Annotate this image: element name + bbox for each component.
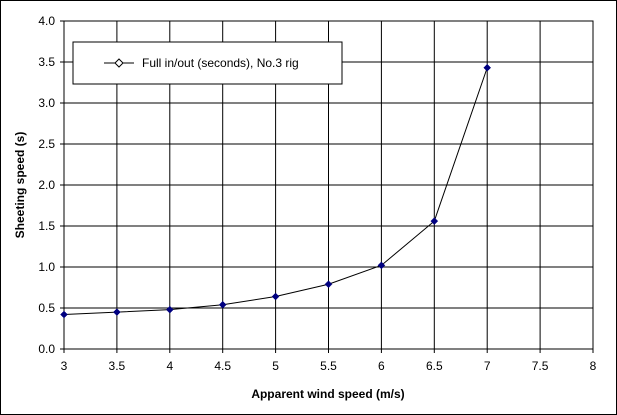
y-tick-label: 0.5	[38, 301, 55, 315]
y-tick-label: 0.0	[38, 342, 55, 356]
y-tick-label: 3.0	[38, 96, 55, 110]
y-tick-label: 3.5	[38, 55, 55, 69]
data-point-marker	[483, 63, 492, 72]
data-point-marker	[218, 300, 227, 309]
series-group	[60, 63, 492, 319]
y-tick-label: 2.5	[38, 137, 55, 151]
x-axis-ticks: 3 3.5 4 4.5 5 5.5 6 6.5 7 7.5 8	[61, 349, 597, 373]
y-axis-ticks: 0.0 0.5 1.0 1.5 2.0 2.5 3.0 3.5 4.0	[38, 14, 64, 356]
data-point-marker	[60, 310, 68, 319]
data-point-marker	[377, 261, 386, 270]
x-tick-label: 8	[590, 359, 597, 373]
x-tick-label: 7	[484, 359, 491, 373]
x-tick-label: 4.5	[214, 359, 231, 373]
data-point-marker	[430, 217, 439, 225]
x-tick-label: 7.5	[532, 359, 549, 373]
legend: Full in/out (seconds), No.3 rig	[72, 41, 343, 85]
x-tick-label: 3	[61, 359, 68, 373]
data-point-marker	[113, 308, 121, 316]
y-axis-label: Sheeting speed (s)	[13, 132, 27, 239]
y-tick-label: 1.0	[38, 260, 55, 274]
data-point-marker	[165, 305, 174, 314]
legend-label: Full in/out (seconds), No.3 rig	[142, 56, 299, 70]
x-tick-label: 6	[378, 359, 385, 373]
data-point-marker	[324, 280, 333, 289]
x-tick-label: 4	[166, 359, 173, 373]
x-tick-label: 5	[272, 359, 279, 373]
x-tick-label: 3.5	[109, 359, 126, 373]
y-tick-label: 2.0	[38, 178, 55, 192]
y-tick-label: 1.5	[38, 219, 55, 233]
y-tick-label: 4.0	[38, 14, 55, 28]
x-axis-label: Apparent wind speed (m/s)	[251, 387, 404, 401]
legend-marker	[114, 58, 124, 68]
data-point-marker	[271, 292, 280, 301]
x-tick-label: 5.5	[320, 359, 337, 373]
x-tick-label: 6.5	[426, 359, 443, 373]
